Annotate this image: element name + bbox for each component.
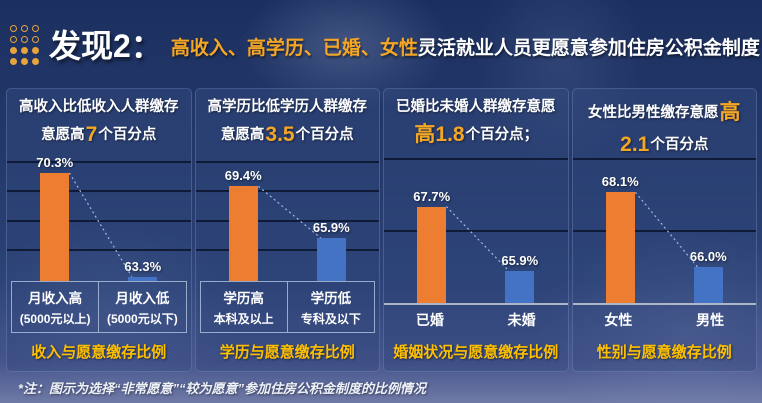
footnote: *注：图示为选择“非常愿意”“较为愿意”参加住房公积金制度的比例情况 [18,381,427,396]
panel-caption: 学历与愿意缴存比例 [219,344,355,361]
category-box: 月收入低 (5000元以下) [99,282,185,332]
plot-area: 69.4% 65.9% [195,153,379,281]
category-box: 学历高 本科及以上 [201,282,288,332]
category-label: 男性 [696,312,725,328]
category-label: 月收入高 [28,291,83,306]
category-sublabel: (5000元以下) [107,312,178,326]
panel-title: 女性比男性缴存意愿高2.1个百分点 [581,97,749,156]
category-label: 学历低 [310,291,352,306]
bar-value-label: 63.3% [124,258,162,274]
category-box: 月收入高 (5000元以上) [12,282,100,332]
chart-panel: 女性比男性缴存意愿高2.1个百分点 68.1% 66.0% 女性 男性 性别与愿意缴… [571,88,757,372]
trend-connector-line [634,191,698,268]
subtitle-highlight: 高收入、高学历、已婚、女性 [170,37,418,59]
bar-value-label: 66.0% [689,249,727,265]
plot-area: 67.7% 65.9% [384,153,568,305]
panel-title-suffix: 个百分点； [465,126,539,143]
bar-secondary [128,276,158,281]
category-label: 未婚 [507,312,536,328]
bar-value-label: 70.3% [36,154,74,170]
page-subtitle: 高收入、高学历、已婚、女性灵活就业人员更愿意参加住房公积金制度 [171,33,760,60]
bar-primary [605,192,635,303]
bar-value-label: 67.7% [413,188,451,204]
panel-caption: 性别与愿意缴存比例 [596,344,732,361]
panel-title-suffix: 个百分点 [295,126,354,143]
gridline [7,190,191,193]
gridline [572,158,756,161]
panel-title: 高学历比低学历人群缴存意愿高3.5个百分点 [204,97,372,153]
panel-title: 高收入比低收入人群缴存意愿高7个百分点 [15,97,183,153]
panel-title-prefix: 高收入比低收入人群缴存意愿高 [19,99,179,143]
category-box: 学历低 专科及以下 [288,282,374,332]
panel-title-number: 7 [85,122,98,146]
category-sublabel: 本科及以上 [213,312,274,326]
chart-panel: 高学历比低学历人群缴存意愿高3.5个百分点 69.4% 65.9% 学历高本科及以… [194,88,380,372]
panel-title-suffix: 个百分点 [650,136,709,153]
panel-title: 已婚比未婚人群缴存意愿高1.8个百分点； [392,97,560,153]
gridline [7,249,191,252]
slide-header: 发现2： 高收入、高学历、已婚、女性灵活就业人员更愿意参加住房公积金制度 [0,0,762,70]
gridline [384,229,568,232]
panel-title-number: 高1.8 [414,122,465,146]
bar-value-label: 68.1% [601,174,639,190]
bar-primary [417,206,447,303]
gridline [572,229,756,232]
panel-caption: 收入与愿意缴存比例 [31,344,167,361]
panel-title-prefix: 高学历比低学历人群缴存意愿高 [207,99,368,143]
gridline [195,190,379,193]
plot-area: 68.1% 66.0% [572,153,756,305]
chart-panels: 高收入比低收入人群缴存意愿高7个百分点 70.3% 63.3% 月收入高 (5000… [0,70,762,372]
trend-connector-line [68,172,133,277]
chart-panel: 已婚比未婚人群缴存意愿高1.8个百分点； 67.7% 65.9% 已婚 未婚 婚姻状… [383,88,569,372]
gridline [7,160,191,163]
category-label: 学历高 [223,291,264,306]
category-label: 女性 [604,312,633,328]
panel-title-number: 高2.1 [620,101,741,156]
bar-secondary [316,238,346,281]
panel-title-prefix: 女性比男性缴存意愿 [588,105,719,121]
panel-title-number: 3.5 [265,122,295,146]
category-labels: 已婚 未婚 [384,310,568,330]
category-labels: 女性 男性 [573,310,757,330]
bar-primary [40,172,70,281]
bar-value-label: 65.9% [501,252,539,268]
chart-panel: 高收入比低收入人群缴存意愿高7个百分点 70.3% 63.3% 月收入高 (5000… [6,88,192,372]
bar-value-label: 69.4% [224,168,262,184]
trend-connector-line [257,185,321,239]
category-label: 已婚 [415,312,444,328]
bar-primary [228,186,258,281]
subtitle-rest: 灵活就业人员更愿意参加住房公积金制度 [417,37,760,59]
trend-connector-line [445,206,510,272]
bar-secondary [693,267,723,303]
bar-value-label: 65.9% [312,220,350,236]
page-title: 发现2： [49,28,163,64]
dots-grid-icon [10,25,39,65]
panel-title-prefix: 已婚比未婚人群缴存意愿 [396,99,556,115]
category-sublabel: (5000元以上) [19,312,91,326]
panel-caption: 婚姻状况与愿意缴存比例 [393,344,559,361]
category-sublabel: 专科及以下 [300,312,361,326]
panel-title-suffix: 个百分点 [98,126,157,143]
category-labels: 学历高 本科及以上 学历低 专科及以下 [199,281,375,333]
plot-area: 70.3% 63.3% [7,153,191,281]
bar-secondary [505,270,535,303]
gridline [195,219,379,222]
category-label: 月收入低 [115,291,170,306]
gridline [195,160,379,163]
category-labels: 月收入高 (5000元以上) 月收入低 (5000元以下) [11,281,187,333]
gridline [195,249,379,252]
gridline [384,158,568,161]
